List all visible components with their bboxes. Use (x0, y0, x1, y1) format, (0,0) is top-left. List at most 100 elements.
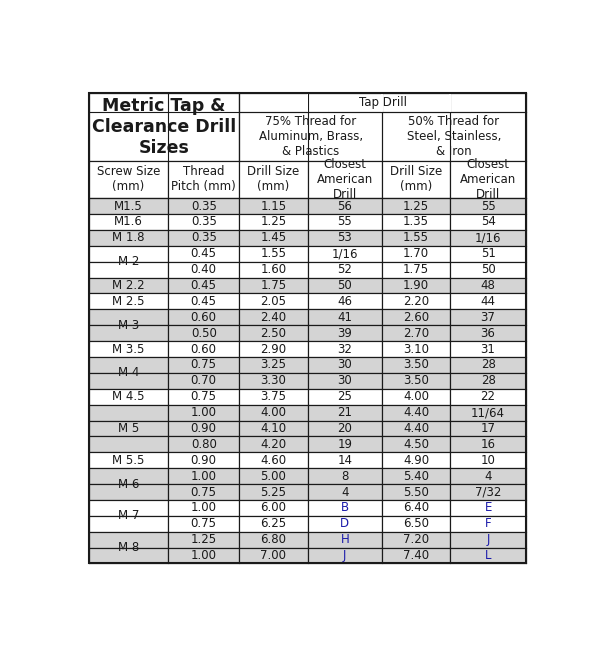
Bar (239, 421, 308, 436)
Bar (382, 246, 450, 262)
Text: 3.50: 3.50 (403, 358, 429, 371)
Text: 4: 4 (341, 486, 349, 499)
Text: 20: 20 (337, 422, 352, 435)
Text: 36: 36 (481, 327, 496, 340)
Bar (450, 484, 526, 500)
Text: 4.00: 4.00 (260, 406, 286, 419)
Text: 1/16: 1/16 (332, 247, 358, 260)
Text: 1.45: 1.45 (260, 231, 287, 244)
Text: 0.45: 0.45 (191, 279, 217, 292)
Text: F: F (485, 517, 491, 530)
Bar (382, 214, 450, 230)
Text: M 1.8: M 1.8 (112, 231, 145, 244)
Text: Closest
American
Drill: Closest American Drill (460, 158, 516, 201)
Text: 16: 16 (481, 438, 496, 451)
Text: 1.55: 1.55 (260, 247, 286, 260)
Text: Drill Size
(mm): Drill Size (mm) (247, 165, 299, 193)
Bar (89, 161, 168, 198)
Bar (382, 547, 450, 564)
Text: 7/32: 7/32 (475, 486, 501, 499)
Text: 46: 46 (337, 295, 352, 308)
Bar (168, 532, 239, 547)
Text: M 2.2: M 2.2 (112, 279, 145, 292)
Text: 7.40: 7.40 (403, 549, 429, 562)
Text: M 5.5: M 5.5 (112, 454, 145, 467)
Bar (450, 500, 526, 516)
Bar (450, 341, 526, 357)
Text: M 2: M 2 (118, 255, 139, 268)
Bar (239, 246, 308, 262)
Bar (89, 198, 168, 214)
Text: 54: 54 (481, 215, 496, 228)
Bar (382, 325, 450, 341)
Text: 0.75: 0.75 (191, 358, 217, 371)
Bar (168, 389, 239, 405)
Text: 52: 52 (337, 263, 352, 276)
Text: 55: 55 (337, 215, 352, 228)
Text: 1.90: 1.90 (403, 279, 429, 292)
Bar (239, 161, 308, 198)
Bar (89, 452, 168, 468)
Text: 32: 32 (337, 343, 352, 356)
Text: M 4: M 4 (118, 367, 139, 380)
Bar (239, 436, 308, 452)
Bar (89, 500, 168, 516)
Bar (308, 309, 382, 325)
Text: 0.75: 0.75 (191, 517, 217, 530)
Bar (168, 214, 239, 230)
Text: 4.00: 4.00 (403, 390, 429, 403)
Bar (239, 373, 308, 389)
Text: 17: 17 (481, 422, 496, 435)
Bar (382, 161, 450, 198)
Text: 8: 8 (341, 469, 349, 482)
Text: 37: 37 (481, 311, 496, 324)
Bar (308, 516, 382, 532)
Bar (89, 468, 168, 484)
Bar (168, 161, 239, 198)
Text: 2.20: 2.20 (403, 295, 429, 308)
Bar (89, 293, 168, 309)
Text: 6.50: 6.50 (403, 517, 429, 530)
Text: 75% Thread for
Aluminum, Brass,
& Plastics: 75% Thread for Aluminum, Brass, & Plasti… (259, 115, 363, 158)
Bar (89, 278, 168, 293)
Text: 2.40: 2.40 (260, 311, 287, 324)
Bar (308, 341, 382, 357)
Bar (382, 436, 450, 452)
Bar (239, 389, 308, 405)
Text: 4.90: 4.90 (403, 454, 429, 467)
Bar (168, 405, 239, 421)
Bar (381, 92, 383, 112)
Text: 1.00: 1.00 (191, 501, 217, 514)
Text: M 8: M 8 (118, 541, 139, 554)
Bar (308, 547, 382, 564)
Bar (168, 452, 239, 468)
Text: B: B (341, 501, 349, 514)
Text: L: L (485, 549, 491, 562)
Text: 5.25: 5.25 (260, 486, 286, 499)
Bar (308, 532, 382, 547)
Bar (382, 309, 450, 325)
Text: M 2.5: M 2.5 (112, 295, 145, 308)
Bar (382, 484, 450, 500)
Bar (450, 405, 526, 421)
Text: 0.60: 0.60 (191, 311, 217, 324)
Bar (168, 278, 239, 293)
Bar (308, 246, 382, 262)
Bar (450, 373, 526, 389)
Text: 1.70: 1.70 (403, 247, 429, 260)
Text: 55: 55 (481, 200, 496, 213)
Bar (308, 214, 382, 230)
Text: Screw Size
(mm): Screw Size (mm) (97, 165, 160, 193)
Bar (168, 436, 239, 452)
Text: 0.90: 0.90 (191, 422, 217, 435)
Text: 4: 4 (484, 469, 492, 482)
Text: 0.35: 0.35 (191, 215, 217, 228)
Text: 7.20: 7.20 (403, 533, 429, 546)
Text: 0.80: 0.80 (191, 438, 217, 451)
Text: 4.50: 4.50 (403, 438, 429, 451)
Text: Thread
Pitch (mm): Thread Pitch (mm) (172, 165, 236, 193)
Text: 4.40: 4.40 (403, 406, 429, 419)
Bar (168, 468, 239, 484)
Bar (450, 357, 526, 373)
Bar (308, 421, 382, 436)
